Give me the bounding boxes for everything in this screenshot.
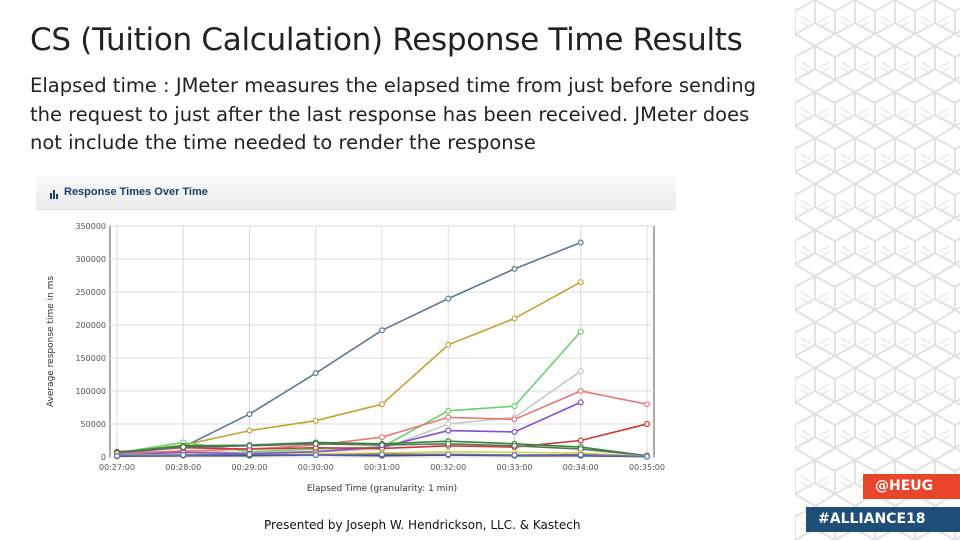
response-time-chart: Response Times Over Time 0 50000 100000 150… — [36, 176, 678, 496]
y-tick-label: 0 — [101, 453, 106, 462]
x-tick-label: 00:31:00 — [364, 463, 400, 472]
data-point — [445, 407, 452, 414]
chart-plot: 0 50000 100000 150000 200000 250000 300000 3500… — [46, 222, 665, 494]
y-tick-label: 200000 — [75, 321, 106, 330]
data-point — [312, 452, 319, 459]
data-point — [577, 368, 584, 375]
data-point — [379, 401, 386, 408]
series-line — [116, 401, 582, 456]
heug-badge: @HEUG — [863, 474, 960, 499]
data-point — [379, 442, 386, 449]
data-point — [246, 411, 253, 418]
data-point — [445, 440, 452, 447]
data-point — [577, 279, 584, 286]
presenter-footer: Presented by Joseph W. Hendrickson, LLC.… — [264, 518, 581, 532]
x-tick-label: 00:30:00 — [298, 463, 334, 472]
decorative-pattern-panel — [795, 0, 960, 540]
data-point — [577, 399, 584, 406]
data-point — [643, 421, 650, 428]
x-tick-label: 00:29:00 — [232, 463, 268, 472]
data-point — [511, 452, 518, 459]
x-axis-label: Elapsed Time (granularity: 1 min) — [307, 484, 457, 494]
data-point — [312, 417, 319, 424]
data-point — [577, 451, 584, 458]
x-tick-label: 00:28:00 — [165, 463, 201, 472]
alliance-badge: #ALLIANCE18 — [806, 507, 960, 532]
y-tick-label: 100000 — [75, 387, 106, 396]
data-point — [445, 427, 452, 434]
y-axis-label: Average response time in ms — [46, 276, 56, 408]
data-point — [577, 437, 584, 444]
data-point — [445, 341, 452, 348]
data-point — [445, 414, 452, 421]
data-point — [577, 388, 584, 395]
x-tick-label: 00:33:00 — [497, 463, 533, 472]
data-point — [445, 451, 452, 458]
slide-title: CS (Tuition Calculation) Response Time R… — [30, 22, 743, 58]
series-line — [116, 241, 582, 455]
data-point — [180, 452, 187, 459]
data-point — [511, 416, 518, 423]
data-point — [511, 403, 518, 410]
y-tick-label: 350000 — [75, 222, 106, 231]
data-point — [511, 428, 518, 435]
data-point — [577, 328, 584, 335]
data-point — [511, 265, 518, 272]
data-point — [246, 451, 253, 458]
data-point — [379, 434, 386, 441]
data-point — [643, 453, 650, 460]
chart-title: Response Times Over Time — [64, 186, 208, 198]
data-point — [511, 315, 518, 322]
data-point — [246, 427, 253, 434]
data-point — [379, 451, 386, 458]
data-point — [312, 440, 319, 447]
slide-description: Elapsed time : JMeter measures the elaps… — [30, 74, 756, 154]
data-point — [312, 370, 319, 377]
data-point — [511, 442, 518, 449]
x-tick-label: 00:34:00 — [563, 463, 599, 472]
series-line — [116, 281, 582, 454]
x-tick-label: 00:35:00 — [629, 463, 665, 472]
data-point — [577, 239, 584, 246]
y-tick-label: 300000 — [75, 255, 106, 264]
chart-header: Response Times Over Time — [36, 176, 676, 210]
y-tick-label: 50000 — [81, 420, 106, 429]
x-tick-label: 00:27:00 — [99, 463, 135, 472]
data-point — [246, 442, 253, 449]
data-point — [445, 421, 452, 428]
data-point — [180, 444, 187, 451]
data-point — [379, 327, 386, 334]
y-tick-label: 150000 — [75, 354, 106, 363]
data-point — [643, 401, 650, 408]
data-point — [445, 295, 452, 302]
y-tick-label: 250000 — [75, 288, 106, 297]
bar-chart-icon — [50, 190, 58, 199]
x-tick-label: 00:32:00 — [430, 463, 466, 472]
data-point — [113, 453, 120, 460]
